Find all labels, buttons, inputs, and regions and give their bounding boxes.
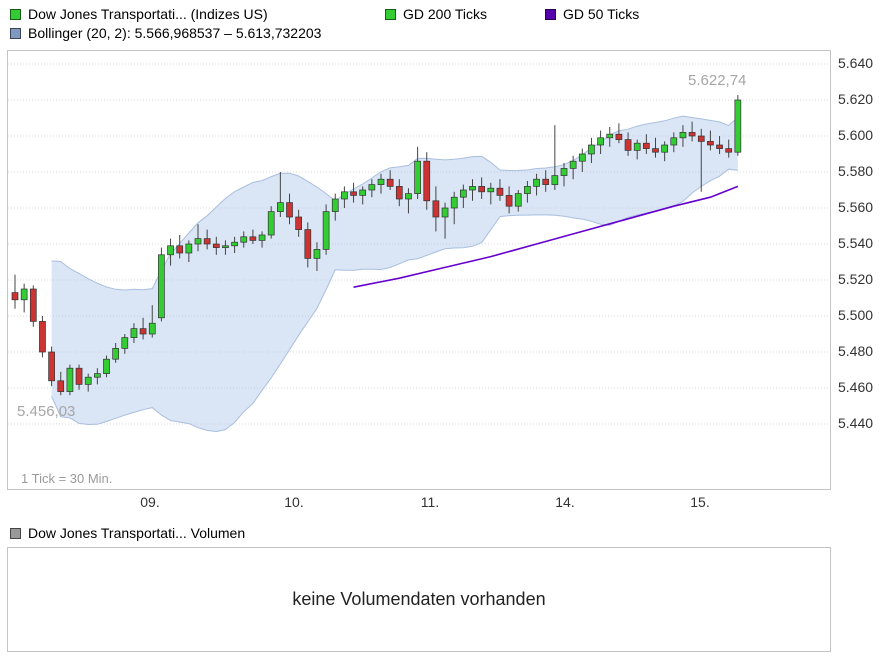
gd50-label: GD 50 Ticks xyxy=(563,6,640,22)
x-axis-label: 11. xyxy=(420,494,440,510)
x-axis-label: 10. xyxy=(284,494,304,510)
series-swatch-icon xyxy=(10,9,21,20)
gd200-label: GD 200 Ticks xyxy=(403,6,488,22)
legend-item-bollinger[interactable]: Bollinger (20, 2): 5.566,968537 – 5.613,… xyxy=(10,26,321,41)
volume-swatch-icon xyxy=(10,528,21,539)
volume-panel: keine Volumendaten vorhanden xyxy=(7,547,831,652)
candlestick-chart[interactable] xyxy=(8,51,830,489)
y-axis-label: 5.500 xyxy=(838,307,874,323)
y-axis-label: 5.540 xyxy=(838,235,874,251)
volume-label: Dow Jones Transportati... Volumen xyxy=(28,525,246,541)
legend-item-series[interactable]: Dow Jones Transportati... (Indizes US) xyxy=(10,7,268,22)
gd200-swatch-icon xyxy=(385,9,396,20)
bollinger-swatch-icon xyxy=(10,28,21,39)
series-label: Dow Jones Transportati... (Indizes US) xyxy=(28,6,268,22)
tick-interval-note: 1 Tick = 30 Min. xyxy=(21,471,113,486)
y-axis-label: 5.440 xyxy=(838,415,874,431)
y-axis-label: 5.640 xyxy=(838,55,874,71)
x-axis-label: 15. xyxy=(690,494,710,510)
legend-item-gd200[interactable]: GD 200 Ticks xyxy=(385,7,487,22)
y-axis-label: 5.520 xyxy=(838,271,874,287)
y-axis-label: 5.560 xyxy=(838,199,874,215)
y-axis-label: 5.460 xyxy=(838,379,874,395)
legend-item-gd50[interactable]: GD 50 Ticks xyxy=(545,7,639,22)
x-axis-label: 14. xyxy=(555,494,575,510)
y-axis-label: 5.480 xyxy=(838,343,874,359)
y-axis-label: 5.600 xyxy=(838,127,874,143)
bollinger-label: Bollinger (20, 2): 5.566,968537 – 5.613,… xyxy=(28,25,322,41)
x-axis-label: 09. xyxy=(140,494,160,510)
y-axis-label: 5.620 xyxy=(838,91,874,107)
price-chart-panel[interactable]: 5.622,74 5.456,03 1 Tick = 30 Min. xyxy=(7,50,831,490)
high-annotation: 5.622,74 xyxy=(688,72,747,89)
legend-item-volume[interactable]: Dow Jones Transportati... Volumen xyxy=(10,526,245,541)
no-volume-message: keine Volumendaten vorhanden xyxy=(292,589,546,609)
gd50-swatch-icon xyxy=(545,9,556,20)
low-annotation: 5.456,03 xyxy=(17,403,76,420)
y-axis-label: 5.580 xyxy=(838,163,874,179)
